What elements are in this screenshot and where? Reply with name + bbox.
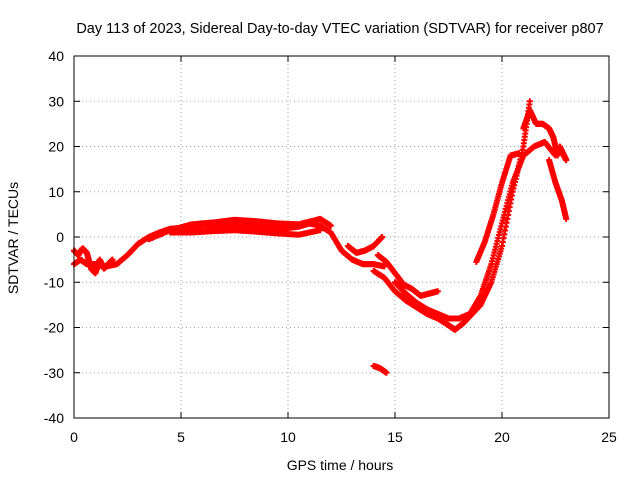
y-ticks: -40 -30 -20 -10 0 10 20 30 40 (44, 48, 609, 426)
y-axis-label: SDTVAR / TECUs (5, 182, 21, 294)
y-tick-label: 40 (48, 48, 64, 64)
x-tick-label: 5 (177, 429, 185, 445)
x-tick-label: 0 (70, 429, 78, 445)
data-point (109, 256, 116, 263)
data-point (317, 227, 324, 234)
x-tick-label: 15 (387, 429, 403, 445)
y-tick-label: 30 (48, 93, 64, 109)
y-tick-label: 20 (48, 139, 64, 155)
y-tick-label: 0 (56, 229, 64, 245)
x-tick-label: 25 (601, 429, 617, 445)
y-tick-label: 10 (48, 184, 64, 200)
data-point (563, 215, 570, 222)
data-point (379, 234, 386, 240)
y-tick-label: -40 (44, 410, 64, 426)
data-point (554, 152, 561, 159)
chart-title: Day 113 of 2023, Sidereal Day-to-day VTE… (76, 21, 603, 37)
x-tick-label: 10 (280, 429, 296, 445)
y-tick-label: -30 (44, 365, 64, 381)
x-axis-label: GPS time / hours (287, 457, 394, 473)
data-point (563, 157, 570, 164)
x-ticks: 0 5 10 15 20 25 (70, 56, 617, 445)
data-point (516, 150, 523, 157)
x-tick-label: 20 (494, 429, 510, 445)
y-tick-label: -10 (44, 274, 64, 290)
data-points (71, 98, 570, 376)
data-point (434, 288, 441, 295)
data-point (327, 222, 334, 229)
data-point (381, 263, 388, 270)
data-point (526, 98, 533, 105)
data-point (383, 369, 390, 376)
y-tick-label: -20 (44, 320, 64, 336)
